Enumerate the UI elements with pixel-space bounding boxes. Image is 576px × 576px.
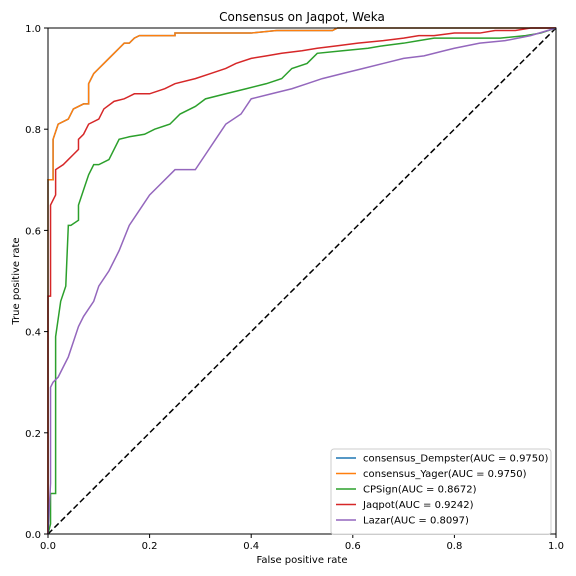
y-tick-label: 0.2 [25, 429, 41, 440]
x-axis-label: False positive rate [257, 555, 348, 566]
x-axis: 0.0 0.2 0.4 0.6 0.8 1.0 [40, 534, 564, 552]
x-tick-label: 0.8 [446, 541, 462, 552]
y-tick-label: 1.0 [25, 24, 41, 35]
x-tick-label: 0.4 [243, 541, 259, 552]
chart-title: Consensus on Jaqpot, Weka [219, 10, 385, 24]
x-tick-label: 0.6 [345, 541, 361, 552]
y-axis: 0.0 0.2 0.4 0.6 0.8 1.0 [25, 24, 48, 541]
x-tick-label: 0.0 [40, 541, 56, 552]
legend-entry-3: Jaqpot(AUC = 0.9242) [362, 500, 474, 511]
legend-entry-2: CPSign(AUC = 0.8672) [363, 485, 477, 496]
legend: consensus_Dempster(AUC = 0.9750) consensu… [331, 449, 551, 535]
legend-entry-1: consensus_Yager(AUC = 0.9750) [363, 469, 527, 480]
y-tick-label: 0.0 [25, 530, 41, 541]
y-tick-label: 0.4 [25, 328, 41, 339]
y-axis-label: True positive rate [11, 237, 22, 325]
x-tick-label: 1.0 [548, 541, 564, 552]
x-tick-label: 0.2 [142, 541, 158, 552]
y-tick-label: 0.6 [25, 226, 41, 237]
legend-entry-0: consensus_Dempster(AUC = 0.9750) [363, 454, 549, 465]
legend-entry-4: Lazar(AUC = 0.8097) [363, 516, 469, 527]
y-tick-label: 0.8 [25, 125, 41, 136]
